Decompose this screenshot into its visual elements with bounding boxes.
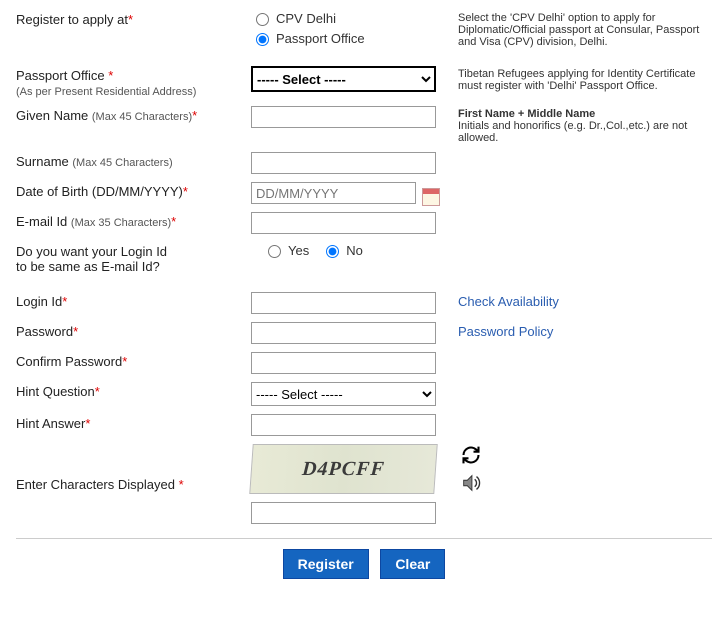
row-email: E-mail Id (Max 35 Characters)* bbox=[16, 212, 712, 234]
radio-login-same-yes[interactable] bbox=[268, 245, 281, 258]
radio-passport-office-label: Passport Office bbox=[276, 31, 365, 46]
calendar-icon[interactable] bbox=[422, 188, 440, 206]
radio-cpv-delhi[interactable] bbox=[256, 13, 269, 26]
radio-cpv-delhi-label: CPV Delhi bbox=[276, 11, 336, 26]
login-id-label: Login Id* bbox=[16, 294, 67, 309]
hint-answer-label: Hint Answer* bbox=[16, 416, 90, 431]
captcha-input[interactable] bbox=[251, 502, 436, 524]
button-row: Register Clear bbox=[16, 549, 712, 579]
register-apply-label: Register to apply at* bbox=[16, 12, 133, 27]
refresh-icon[interactable] bbox=[460, 444, 482, 466]
passport-office-label: Passport Office * bbox=[16, 68, 113, 83]
row-passport-office: Passport Office * (As per Present Reside… bbox=[16, 66, 712, 98]
row-hint-answer: Hint Answer* bbox=[16, 414, 712, 436]
row-hint-question: Hint Question* ----- Select ----- bbox=[16, 382, 712, 406]
hint-question-label: Hint Question* bbox=[16, 384, 100, 399]
register-apply-hint: Select the 'CPV Delhi' option to apply f… bbox=[446, 10, 712, 48]
hint-answer-input[interactable] bbox=[251, 414, 436, 436]
given-name-hint: First Name + Middle Name Initials and ho… bbox=[446, 106, 712, 144]
captcha-image: D4PCFF bbox=[249, 444, 437, 494]
check-availability-link[interactable]: Check Availability bbox=[458, 294, 559, 309]
confirm-password-label: Confirm Password* bbox=[16, 354, 127, 369]
dob-label: Date of Birth (DD/MM/YYYY)* bbox=[16, 184, 188, 199]
passport-office-sublabel: (As per Present Residential Address) bbox=[16, 86, 196, 98]
given-name-input[interactable] bbox=[251, 106, 436, 128]
row-captcha-input bbox=[16, 502, 712, 524]
register-apply-radios: CPV Delhi Passport Office bbox=[251, 10, 446, 46]
password-policy-link[interactable]: Password Policy bbox=[458, 324, 553, 339]
hint-question-select[interactable]: ----- Select ----- bbox=[251, 382, 436, 406]
row-captcha: Enter Characters Displayed * D4PCFF bbox=[16, 444, 712, 494]
audio-icon[interactable] bbox=[460, 472, 482, 494]
radio-login-same-no[interactable] bbox=[326, 245, 339, 258]
surname-input[interactable] bbox=[251, 152, 436, 174]
login-same-label: Do you want your Login Id to be same as … bbox=[16, 244, 167, 274]
row-login-id: Login Id* Check Availability bbox=[16, 292, 712, 314]
password-label: Password* bbox=[16, 324, 78, 339]
email-input[interactable] bbox=[251, 212, 436, 234]
captcha-label: Enter Characters Displayed * bbox=[16, 477, 184, 492]
clear-button[interactable]: Clear bbox=[380, 549, 445, 579]
separator bbox=[16, 538, 712, 539]
radio-passport-office[interactable] bbox=[256, 33, 269, 46]
passport-office-select[interactable]: ----- Select ----- bbox=[251, 66, 436, 92]
row-dob: Date of Birth (DD/MM/YYYY)* bbox=[16, 182, 712, 204]
row-given-name: Given Name (Max 45 Characters)* First Na… bbox=[16, 106, 712, 144]
radio-no-label: No bbox=[346, 243, 363, 258]
dob-input[interactable] bbox=[251, 182, 416, 204]
given-name-label: Given Name (Max 45 Characters)* bbox=[16, 108, 197, 123]
row-password: Password* Password Policy bbox=[16, 322, 712, 344]
row-register-apply: Register to apply at* CPV Delhi Passport… bbox=[16, 10, 712, 48]
confirm-password-input[interactable] bbox=[251, 352, 436, 374]
row-surname: Surname (Max 45 Characters) bbox=[16, 152, 712, 174]
passport-office-hint: Tibetan Refugees applying for Identity C… bbox=[446, 66, 712, 92]
login-id-input[interactable] bbox=[251, 292, 436, 314]
password-input[interactable] bbox=[251, 322, 436, 344]
email-label: E-mail Id (Max 35 Characters)* bbox=[16, 214, 176, 229]
row-login-same: Do you want your Login Id to be same as … bbox=[16, 242, 712, 274]
radio-yes-label: Yes bbox=[288, 243, 309, 258]
register-button[interactable]: Register bbox=[283, 549, 369, 579]
row-confirm-password: Confirm Password* bbox=[16, 352, 712, 374]
surname-label: Surname (Max 45 Characters) bbox=[16, 154, 173, 169]
